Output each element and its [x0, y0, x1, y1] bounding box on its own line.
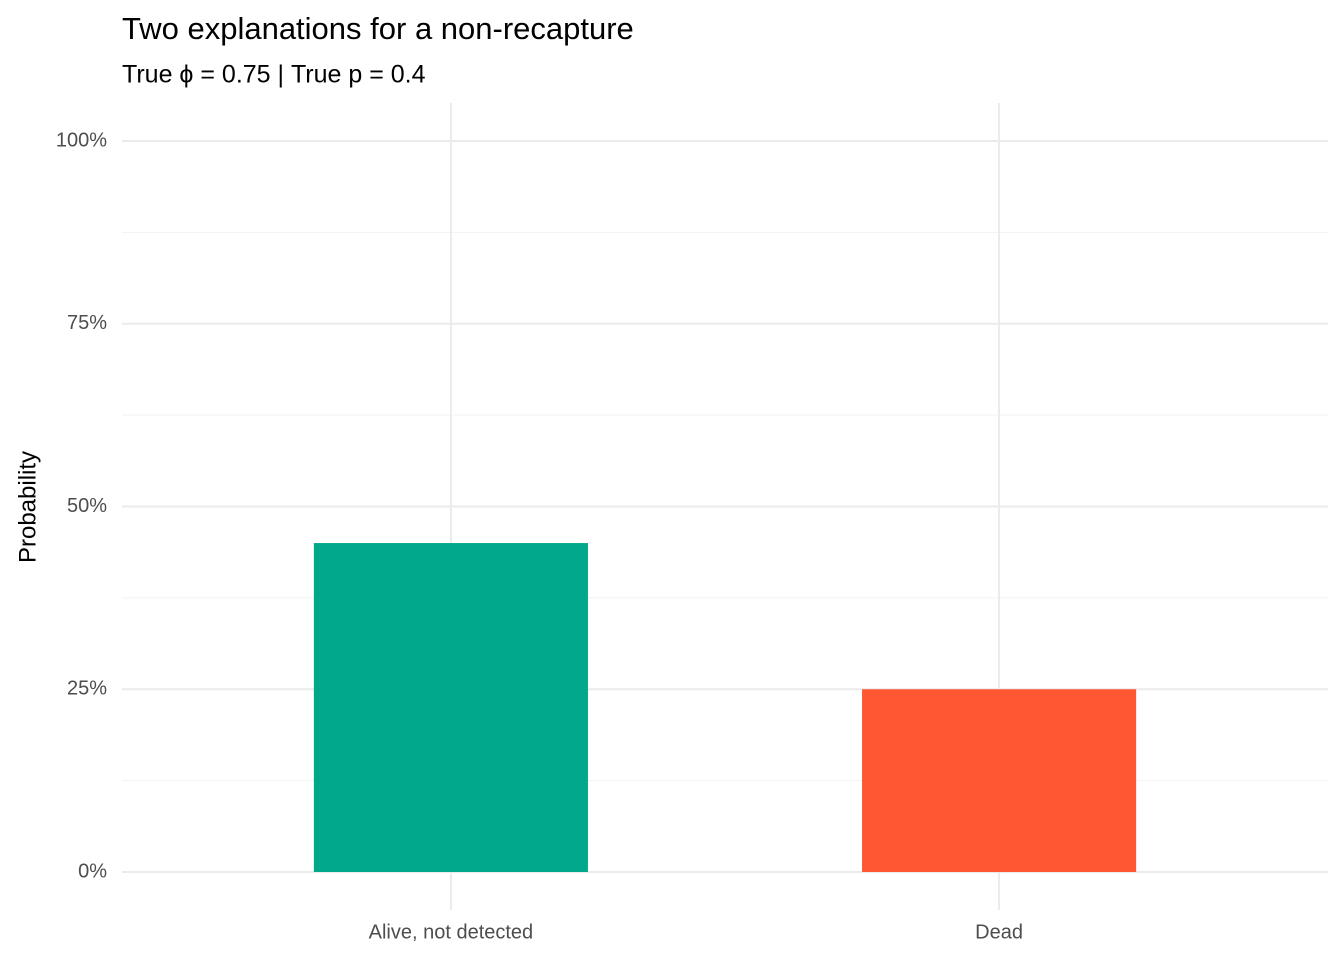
y-tick-label: 0%: [78, 860, 107, 882]
y-tick-label: 25%: [67, 678, 107, 700]
bar: [313, 543, 588, 872]
bar: [862, 689, 1137, 872]
x-tick-label: Dead: [975, 921, 1023, 943]
x-tick-label: Alive, not detected: [369, 921, 534, 943]
y-tick-label: 100%: [56, 129, 107, 151]
y-tick-label: 50%: [67, 495, 107, 517]
chart-subtitle: True ϕ = 0.75 | True p = 0.4: [122, 61, 426, 89]
chart-title: Two explanations for a non-recapture: [122, 11, 634, 46]
y-tick-label: 75%: [67, 312, 107, 334]
y-axis-label: Probability: [14, 451, 41, 563]
